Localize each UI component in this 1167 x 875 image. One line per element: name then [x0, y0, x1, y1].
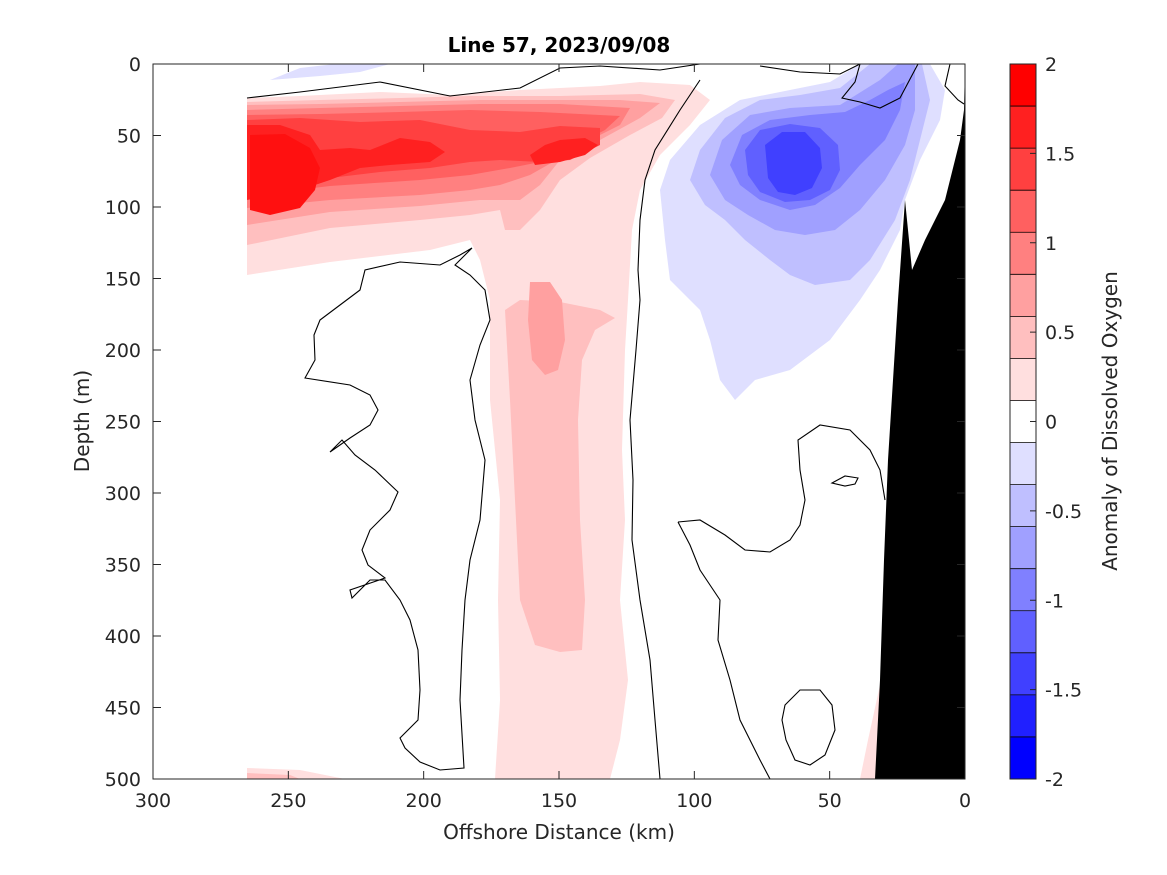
- contour-fill-neg-1.5: [765, 132, 822, 195]
- colorbar-tick-label: 1.5: [1045, 143, 1075, 165]
- colorbar-swatch: [1010, 148, 1036, 191]
- colorbar-tick-label: 0: [1045, 412, 1057, 434]
- contour-fill-neg-0.25-top: [270, 64, 390, 80]
- colorbar-swatch: [1010, 232, 1036, 275]
- contour-fill-pos-0.5: [247, 94, 675, 652]
- contour-fill-pos-0.25: [247, 82, 710, 779]
- colorbar-swatch: [1010, 316, 1036, 359]
- colorbar-swatch: [1010, 484, 1036, 528]
- x-axis: 300 250 200 150 100 50 0: [135, 64, 971, 812]
- colorbar-tick-label: -1: [1045, 590, 1064, 612]
- colorbar: 2 1.5 1 0.5 0 -0.5 -1 -1.5 -2: [1009, 54, 1082, 791]
- zero-contour-shelf: [841, 64, 919, 109]
- x-tick-label: 150: [541, 790, 577, 812]
- colorbar-swatch: [1010, 568, 1036, 612]
- zero-contour-near-coast: [944, 64, 965, 105]
- y-tick-label: 450: [105, 698, 141, 720]
- zero-contour-right-lower: [677, 521, 771, 779]
- y-tick-label: 350: [105, 555, 141, 577]
- y-tick-label: 0: [129, 54, 141, 76]
- y-tick-label: 200: [105, 340, 141, 362]
- x-axis-label: Offshore Distance (km): [443, 820, 675, 844]
- colorbar-tick-label: -1.5: [1045, 680, 1082, 702]
- colorbar-swatch: [1010, 106, 1036, 149]
- colorbar-tick-label: -2: [1045, 769, 1064, 791]
- x-tick-label: 100: [676, 790, 712, 812]
- zero-contour-middle: [629, 79, 701, 779]
- x-tick-label: 200: [406, 790, 442, 812]
- colorbar-swatch: [1010, 64, 1036, 107]
- y-tick-label: 400: [105, 626, 141, 648]
- y-tick-label: 150: [105, 269, 141, 291]
- x-tick-label: 50: [818, 790, 842, 812]
- bathymetry: [875, 64, 965, 779]
- colorbar-swatch: [1010, 736, 1036, 780]
- zero-contour-inner-loop: [304, 247, 491, 771]
- y-axis: 0 50 100 150 200 250 300 350 400 450 500: [105, 54, 965, 791]
- contour-field: [246, 64, 965, 779]
- x-tick-label: 250: [270, 790, 306, 812]
- contour-fill-pos-1.75: [247, 125, 598, 200]
- colorbar-swatch: [1010, 190, 1036, 233]
- zero-contour-small-loop: [830, 475, 859, 487]
- zero-contour-top: [246, 64, 701, 99]
- y-tick-label: 100: [105, 197, 141, 219]
- x-tick-label: 0: [959, 790, 971, 812]
- colorbar-tick-label: 2: [1045, 54, 1057, 76]
- y-tick-label: 300: [105, 483, 141, 505]
- colorbar-swatch: [1010, 652, 1036, 696]
- colorbar-label: Anomaly of Dissolved Oxygen: [1098, 271, 1122, 571]
- zero-contour-right-loop: [677, 424, 886, 553]
- y-axis-label: Depth (m): [70, 370, 94, 472]
- x-tick-label: 300: [135, 790, 171, 812]
- contour-fill-pos-0.5-bottom-left: [247, 773, 300, 779]
- colorbar-swatch: [1010, 526, 1036, 570]
- y-tick-label: 50: [117, 126, 141, 148]
- colorbar-swatch: [1010, 358, 1036, 401]
- zero-contour-lines: [246, 64, 965, 779]
- colorbar-tick-label: 0.5: [1045, 322, 1075, 344]
- chart-title: Line 57, 2023/09/08: [448, 33, 671, 57]
- colorbar-swatch: [1010, 694, 1036, 738]
- zero-contour-top-right: [759, 64, 861, 75]
- colorbar-tick-label: 1: [1045, 233, 1057, 255]
- colorbar-tick-label: -0.5: [1045, 501, 1082, 523]
- colorbar-swatch: [1010, 274, 1036, 317]
- y-tick-label: 500: [105, 769, 141, 791]
- y-tick-label: 250: [105, 412, 141, 434]
- colorbar-swatch: [1010, 610, 1036, 654]
- zero-contour-bottom-loop: [781, 689, 836, 766]
- colorbar-swatch: [1010, 442, 1036, 486]
- contour-fill-pos-2.0: [250, 134, 320, 215]
